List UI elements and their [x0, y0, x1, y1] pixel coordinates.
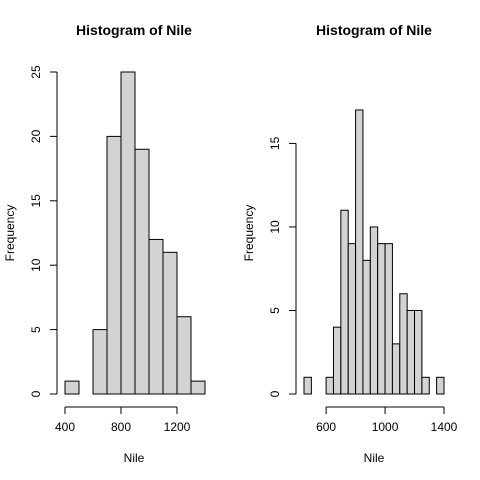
histogram-bar	[332, 326, 342, 395]
left-histogram-panel: Histogram of Nile Nile Frequency 400 800 1…	[3, 22, 206, 465]
y-axis: 0 5 10 15	[268, 136, 297, 397]
y-axis-label: Frequency	[3, 205, 17, 262]
y-axis-label: Frequency	[242, 205, 256, 262]
histogram-bar	[106, 135, 122, 395]
x-tick-label: 600	[316, 420, 336, 434]
x-tick-label: 800	[111, 420, 131, 434]
histogram-bar	[64, 380, 80, 395]
histogram-bar	[406, 309, 416, 395]
y-tick-label: 10	[268, 220, 282, 234]
histogram-bar	[162, 251, 178, 395]
x-axis-label: Nile	[124, 451, 145, 465]
histogram-bar	[148, 238, 164, 395]
histogram-bar	[176, 316, 192, 395]
chart-title: Histogram of Nile	[316, 22, 432, 38]
x-tick-label: 1000	[372, 420, 399, 434]
histogram-bar	[340, 209, 349, 395]
x-axis: 400 800 1200	[55, 406, 191, 434]
x-tick-label: 400	[55, 420, 75, 434]
x-tick-label: 1200	[164, 420, 191, 434]
histogram-bar	[120, 71, 136, 395]
histogram-bar	[391, 343, 401, 395]
x-axis-label: Nile	[364, 451, 385, 465]
y-tick-label: 15	[268, 136, 282, 150]
histogram-bar	[421, 376, 430, 395]
y-tick-label: 25	[29, 65, 43, 79]
y-tick-label: 5	[29, 326, 43, 333]
y-tick-label: 0	[29, 390, 43, 397]
histogram-bar	[384, 243, 393, 395]
histogram-bar	[92, 329, 108, 395]
histogram-bar	[414, 309, 423, 395]
y-tick-label: 15	[29, 194, 43, 208]
histogram-bar	[325, 376, 334, 395]
y-tick-label: 0	[268, 390, 282, 397]
histogram-bar	[134, 148, 150, 395]
bar-group	[64, 71, 206, 395]
histogram-bar	[190, 380, 206, 395]
histogram-bar	[369, 226, 379, 395]
y-tick-label: 20	[29, 129, 43, 143]
histogram-bar	[362, 259, 371, 395]
histogram-bar	[377, 243, 386, 395]
y-axis: 0 5 10 15 20 25	[29, 65, 58, 397]
histogram-bar	[436, 376, 445, 395]
right-histogram-panel: Histogram of Nile Nile Frequency 600 1000…	[242, 22, 458, 465]
x-axis: 600 1000 1400	[316, 406, 458, 434]
x-tick-label: 1400	[431, 420, 458, 434]
histogram-bar	[355, 109, 364, 395]
histogram-bar	[399, 293, 408, 395]
y-tick-label: 5	[268, 307, 282, 314]
chart-title: Histogram of Nile	[76, 22, 192, 38]
bar-group	[303, 109, 445, 395]
histogram-bar	[347, 243, 357, 395]
histogram-bar	[303, 376, 312, 395]
y-tick-label: 10	[29, 258, 43, 272]
